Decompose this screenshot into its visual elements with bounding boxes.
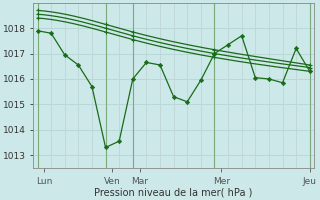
X-axis label: Pression niveau de la mer( hPa ): Pression niveau de la mer( hPa ) xyxy=(94,187,253,197)
